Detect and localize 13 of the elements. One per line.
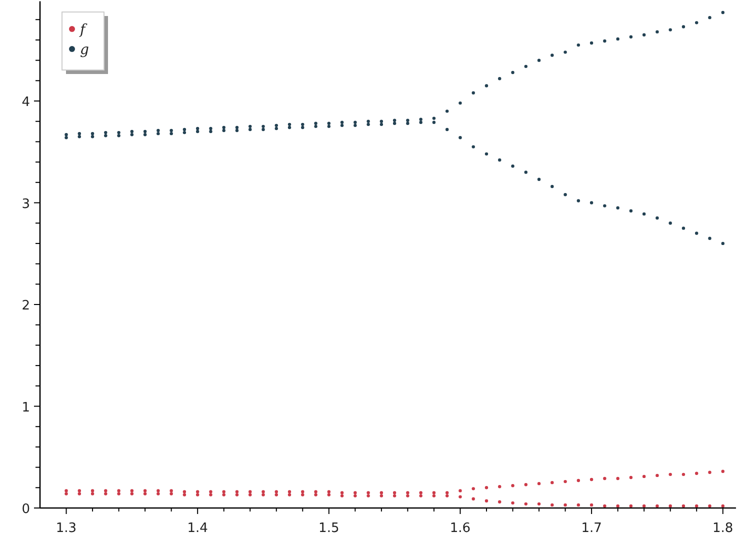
y-tick-label: 3 xyxy=(22,196,30,212)
x-tick-label: 1.6 xyxy=(450,521,471,536)
x-tick-label: 1.3 xyxy=(56,521,77,536)
y-tick-label: 2 xyxy=(22,298,30,314)
y-tick-label: 0 xyxy=(22,502,30,517)
x-tick-label: 1.8 xyxy=(712,521,734,536)
legend-label: g xyxy=(80,42,89,58)
x-tick-label: 1.7 xyxy=(581,521,602,536)
x-tick-label: 1.4 xyxy=(187,521,208,536)
y-tick-label: 1 xyxy=(22,400,30,416)
y-tick-label: 4 xyxy=(22,95,30,110)
legend-label: f xyxy=(79,22,88,38)
x-tick-label: 1.5 xyxy=(318,521,340,536)
